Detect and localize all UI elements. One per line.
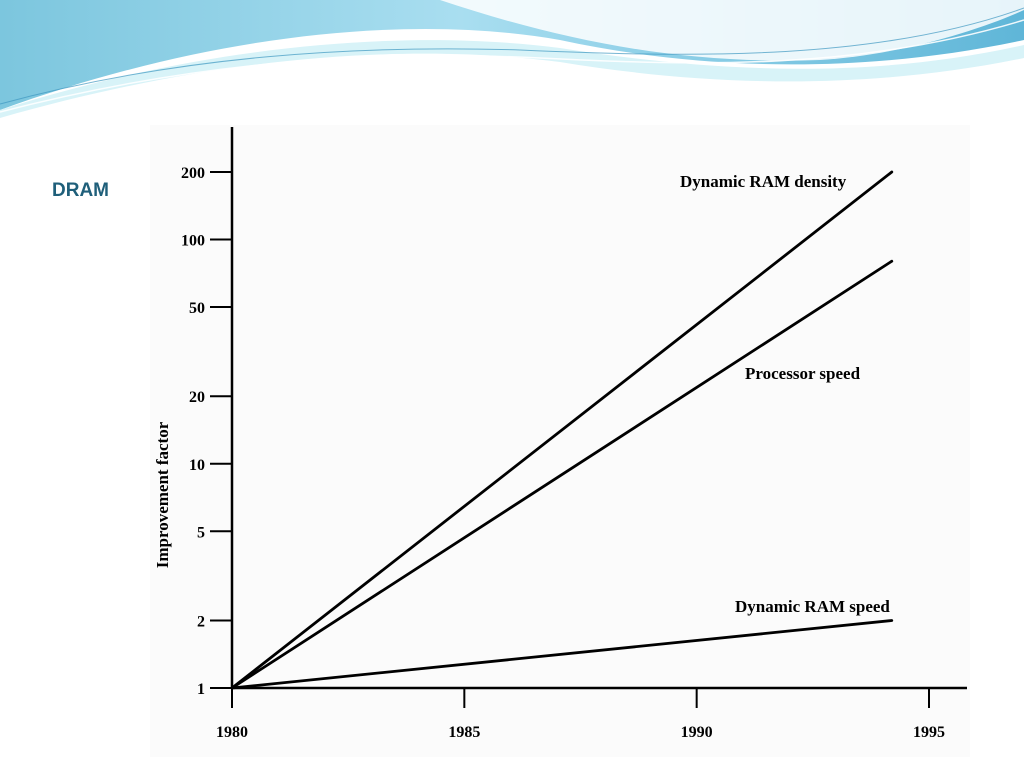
chart-axes: 1 2 5 10 20 50 100 200 1980 1985 1990 1995	[181, 127, 967, 741]
header-banner-decoration	[0, 0, 1024, 118]
series-label-dram-speed: Dynamic RAM speed	[735, 597, 890, 616]
slide-title: DRAM	[52, 180, 109, 201]
y-tick-label: 2	[197, 613, 205, 630]
series-label-processor-speed: Processor speed	[745, 364, 861, 383]
y-tick-label: 10	[189, 457, 205, 474]
x-tick-label: 1995	[913, 724, 945, 741]
y-tick-label: 100	[181, 233, 205, 250]
x-tick-label: 1990	[681, 724, 713, 741]
x-tick-label: 1985	[448, 724, 480, 741]
series-line-processor-speed	[230, 259, 894, 690]
y-axis-title: Improvement factor	[153, 421, 172, 568]
y-tick-label: 1	[197, 681, 205, 698]
y-tick-label: 200	[181, 165, 205, 182]
y-tick-label: 20	[189, 389, 205, 406]
series-line-dram-speed	[230, 619, 894, 690]
x-tick-label: 1980	[216, 724, 248, 741]
series-line-dram-density	[230, 170, 894, 690]
y-tick-label: 50	[189, 300, 205, 317]
chart-series-group	[230, 170, 894, 690]
y-tick-label: 5	[197, 524, 205, 541]
series-label-dram-density: Dynamic RAM density	[680, 172, 847, 191]
